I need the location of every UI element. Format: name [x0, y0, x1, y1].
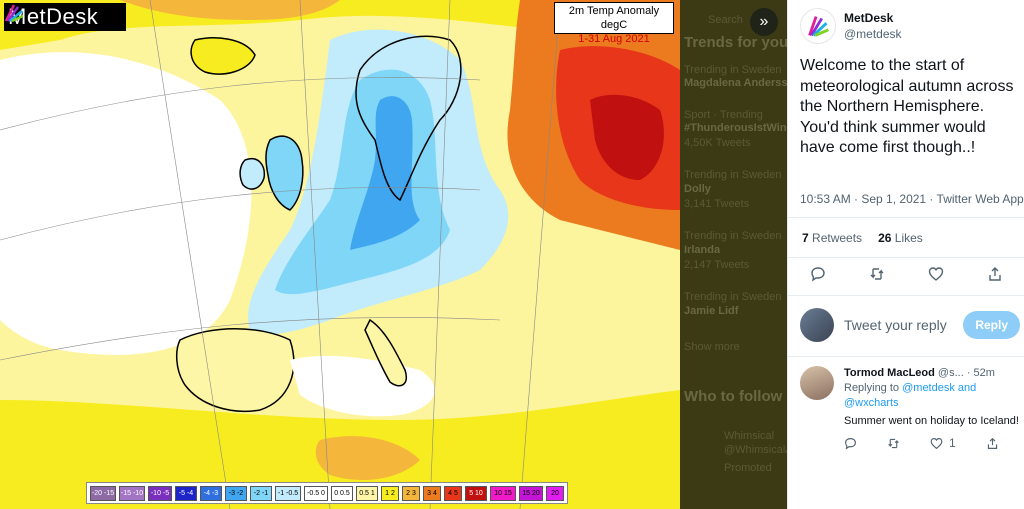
- tweet-timestamp[interactable]: 10:53 AM · Sep 1, 2021 · Twitter Web App: [800, 192, 1024, 206]
- legend-swatch: 10 15: [490, 486, 516, 501]
- retweets-stat[interactable]: 7 Retweets: [802, 231, 862, 245]
- legend-swatch: -0.5 0: [304, 486, 328, 501]
- bg-trend-count: 2,147 Tweets: [684, 259, 750, 271]
- share-icon[interactable]: [987, 266, 1003, 282]
- legend-swatch: -15 -10: [119, 486, 145, 501]
- bg-trend-count: 4,50K Tweets: [684, 137, 751, 149]
- metdesk-logo-icon: [4, 4, 24, 23]
- tweet-author[interactable]: MetDesk @metdesk: [800, 8, 902, 44]
- expand-icon[interactable]: »: [750, 8, 778, 36]
- retweets-count: 7: [802, 231, 809, 245]
- legend-swatch: 0 0.5: [331, 486, 353, 501]
- bg-trend-name: #ThunderousIstWin: [684, 122, 787, 134]
- divider: [788, 295, 1024, 296]
- bg-trend-name: Dolly: [684, 183, 711, 195]
- bg-trends-header: Trends for you: [684, 34, 787, 51]
- comment-text: Summer went on holiday to Iceland!: [844, 415, 1019, 427]
- replying-to-label: Replying to: [844, 382, 900, 394]
- legend-swatch: 15 20: [519, 486, 543, 501]
- like-icon[interactable]: [928, 266, 944, 282]
- background-sidebar: Search Trends for you Trending in Sweden…: [680, 0, 787, 509]
- mention-wxcharts[interactable]: @wxcharts: [844, 397, 899, 409]
- divider: [788, 257, 1024, 258]
- divider: [788, 217, 1024, 218]
- legend-swatch: 2 3: [402, 486, 420, 501]
- bg-trend-context: Trending in Sweden: [684, 230, 782, 242]
- commenter-handle[interactable]: @s...: [937, 367, 964, 379]
- bg-follow-meta: Promoted: [724, 462, 772, 474]
- divider: [788, 356, 1024, 357]
- comment-time[interactable]: · 52m: [966, 367, 995, 379]
- map-title: 2m Temp Anomaly degC: [568, 5, 660, 31]
- reply-button[interactable]: Reply: [963, 311, 1020, 339]
- retweet-icon[interactable]: [869, 266, 885, 282]
- legend-swatch: 20: [546, 486, 564, 501]
- bg-show-more: Show more: [684, 341, 740, 353]
- commenter-name[interactable]: Tormod MacLeod: [844, 367, 935, 379]
- reply-composer: Tweet your reply Reply: [800, 308, 1020, 342]
- bg-trend-count: 3,141 Tweets: [684, 198, 750, 210]
- commenter-avatar[interactable]: [800, 366, 834, 400]
- comment-like[interactable]: 1: [930, 436, 956, 450]
- bg-trend-context: Trending in Sweden: [684, 169, 782, 181]
- bg-trend-name: Magdalena Anderss: [684, 77, 787, 89]
- metdesk-logo: MetDesk: [4, 3, 126, 31]
- legend-swatch: 0.5 1: [356, 486, 378, 501]
- legend-swatch: -4 -3: [200, 486, 222, 501]
- likes-label: Likes: [894, 231, 923, 245]
- mention-metdesk[interactable]: @metdesk: [902, 382, 955, 394]
- modal-backdrop[interactable]: Search Trends for you Trending in Sweden…: [0, 0, 787, 509]
- legend-swatch: -1 -0.5: [275, 486, 301, 501]
- map-graphic: [0, 0, 680, 509]
- comment-actions: 1: [844, 436, 1024, 450]
- map-date-range: 1-31 Aug 2021: [578, 33, 650, 45]
- author-avatar[interactable]: [800, 8, 836, 44]
- comment-reply-icon[interactable]: [844, 437, 857, 450]
- reply-input[interactable]: Tweet your reply: [844, 317, 947, 333]
- color-legend: -20 -15 -15 -10 -10 -5 -5 -4 -4 -3 -3 -2 -2 -1…: [86, 482, 568, 504]
- comment-retweet-icon[interactable]: [887, 437, 900, 450]
- bg-trend-context: Trending in Sweden: [684, 64, 782, 76]
- temperature-anomaly-map: MetDesk 2m Temp Anomaly degC 1-31 Aug 20…: [0, 0, 680, 509]
- bg-trend-name: Jamie Lidf: [684, 305, 739, 317]
- bg-who-to-follow: Who to follow: [684, 388, 783, 405]
- bg-trend-context: Sport · Trending: [684, 109, 763, 121]
- reply-icon[interactable]: [810, 266, 826, 282]
- bg-trend-name: Irlanda: [684, 244, 721, 256]
- legend-swatch: -3 -2: [225, 486, 247, 501]
- tweet-stats: 7 Retweets 26 Likes: [802, 231, 923, 245]
- bg-follow-name: Whimsical: [724, 430, 775, 442]
- likes-stat[interactable]: 26 Likes: [878, 231, 923, 245]
- legend-swatch: -5 -4: [175, 486, 197, 501]
- retweets-label: Retweets: [812, 231, 863, 245]
- my-avatar: [800, 308, 834, 342]
- author-name[interactable]: MetDesk: [844, 11, 894, 25]
- legend-swatch: 4 5: [444, 486, 462, 501]
- comment-share-icon[interactable]: [986, 437, 999, 450]
- bg-trend-context: Trending in Sweden: [684, 291, 782, 303]
- bg-follow-handle: @WhimsicalA: [724, 444, 787, 456]
- comment-like-icon[interactable]: [930, 437, 943, 450]
- mention-and: and: [957, 382, 977, 394]
- bg-search-label: Search: [708, 14, 743, 26]
- legend-swatch: 3 4: [423, 486, 441, 501]
- legend-swatch: 5 10: [465, 486, 487, 501]
- author-handle[interactable]: @metdesk: [844, 27, 902, 41]
- legend-swatch: -20 -15: [90, 486, 116, 501]
- legend-swatch: -10 -5: [148, 486, 172, 501]
- map-title-box: 2m Temp Anomaly degC 1-31 Aug 2021: [554, 2, 674, 45]
- legend-swatch: 1 2: [381, 486, 399, 501]
- tweet-panel: MetDesk @metdesk Welcome to the start of…: [787, 0, 1024, 509]
- legend-swatch: -2 -1: [250, 486, 272, 501]
- tweet-actions: [788, 266, 1024, 282]
- comment-like-count: 1: [949, 436, 956, 450]
- likes-count: 26: [878, 231, 892, 245]
- tweet-text: Welcome to the start of meteorological a…: [800, 57, 1014, 156]
